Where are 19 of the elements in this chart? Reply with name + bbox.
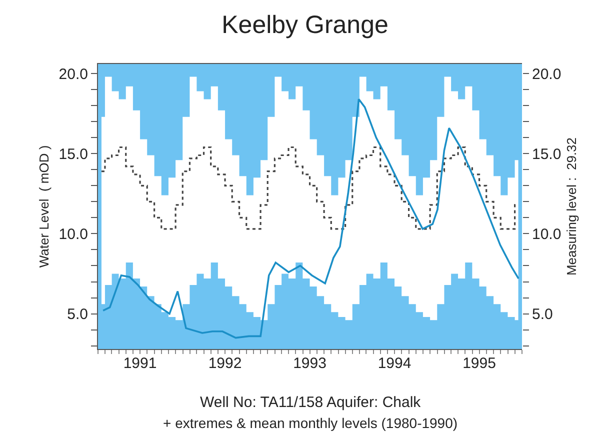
y2-tick-label: 20.0 [532,66,562,83]
y2-tick-label: 5.0 [532,306,553,324]
line-series [102,98,520,339]
text: + extremes & mean monthly levels (1980-1990) [163,415,458,431]
x-tick-label: 1993 [293,355,326,372]
y-tick-label: 10.0 [58,226,88,243]
y-tick-label: 5.0 [67,306,88,324]
x-tick-label: 1995 [462,355,496,372]
y2-tick-label: 10.0 [532,226,562,243]
y-axis-title: Water Level ( mOD ) [36,145,52,268]
y2-tick-label: 15.0 [532,146,562,163]
x-tick-label: 1994 [378,355,412,372]
y-tick-label: 20.0 [58,66,88,83]
text: Well No: TA11/158 Aquifer: Chalk [200,394,422,411]
x-tick-label: 1992 [208,355,242,372]
y-tick-label: 15.0 [58,146,88,163]
x-tick-label: 1991 [123,355,157,372]
y2-axis-title: Measuring level : 29.32 [564,137,579,276]
chart-title: Keelby Grange [222,11,388,40]
